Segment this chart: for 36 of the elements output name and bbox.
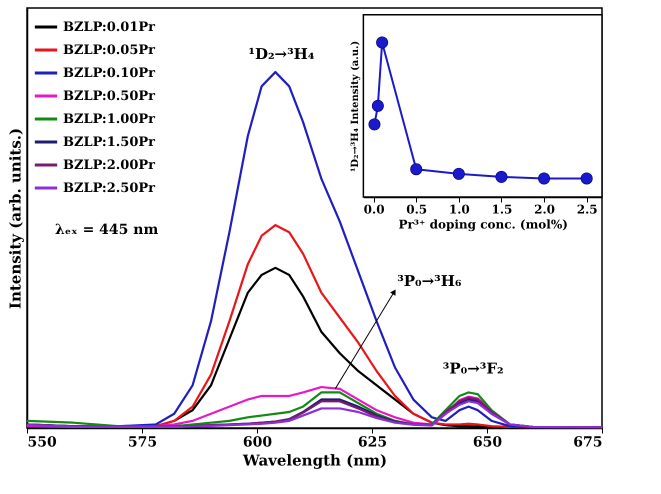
point — [376, 36, 388, 49]
legend-label: BZLP:0.10Pr — [63, 66, 156, 81]
x-tick-label: 0.0 — [364, 202, 385, 216]
y-axis-title: ¹D₂→³H₄ Intensity (a.u.) — [350, 40, 361, 172]
annotation: λₑₓ = 445 nm — [55, 222, 158, 238]
legend-label: BZLP:1.50Pr — [63, 135, 156, 150]
annotation: ³P₀→³H₆ — [397, 272, 462, 290]
x-tick-label: 650 — [472, 434, 502, 450]
legend-label: BZLP:2.00Pr — [63, 158, 156, 173]
annotation: ³P₀→³F₂ — [442, 359, 504, 378]
point — [452, 168, 465, 180]
legend-label: BZLP:0.01Pr — [63, 20, 156, 35]
point — [368, 118, 380, 130]
legend-label: BZLP:1.00Pr — [63, 112, 156, 127]
y-axis-title: Intensity (arb. units.) — [6, 128, 24, 310]
x-tick-label: 575 — [128, 434, 158, 450]
x-tick-label: 675 — [573, 434, 602, 450]
x-tick-label: 1.0 — [448, 202, 470, 216]
point — [495, 170, 508, 183]
x-tick-label: 2.0 — [534, 202, 555, 216]
x-tick-label: 2.5 — [576, 202, 598, 216]
x-tick-label: 0.5 — [406, 202, 428, 216]
annotation: ¹D₂→³H₄ — [248, 45, 315, 64]
x-tick-label: 1.5 — [491, 202, 512, 216]
x-tick-label: 600 — [242, 434, 272, 450]
x-axis-title: Wavelength (nm) — [242, 452, 388, 470]
x-tick-label: 550 — [28, 434, 57, 450]
point — [538, 172, 550, 184]
legend-label: BZLP:2.50Pr — [63, 181, 156, 196]
point — [410, 163, 422, 176]
legend-label: BZLP:0.50Pr — [63, 89, 156, 104]
point — [372, 100, 384, 112]
legend-label: BZLP:0.05Pr — [63, 43, 156, 58]
point — [580, 172, 593, 184]
x-axis-title: Pr³⁺ doping conc. (mol%) — [398, 218, 568, 232]
x-tick-label: 625 — [358, 434, 388, 450]
